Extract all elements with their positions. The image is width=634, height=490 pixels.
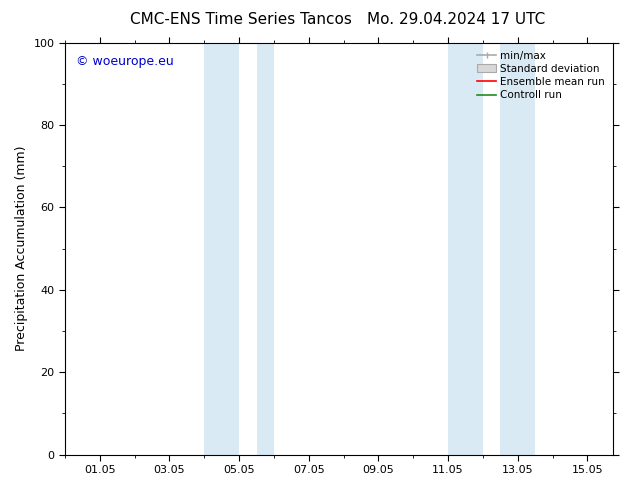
Text: Mo. 29.04.2024 17 UTC: Mo. 29.04.2024 17 UTC	[367, 12, 546, 27]
Text: © woeurope.eu: © woeurope.eu	[76, 55, 174, 68]
Y-axis label: Precipitation Accumulation (mm): Precipitation Accumulation (mm)	[15, 146, 28, 351]
Text: CMC-ENS Time Series Tancos: CMC-ENS Time Series Tancos	[130, 12, 352, 27]
Bar	[204, 43, 239, 455]
Bar	[500, 43, 535, 455]
Bar	[448, 43, 483, 455]
Bar	[257, 43, 274, 455]
Legend: min/max, Standard deviation, Ensemble mean run, Controll run: min/max, Standard deviation, Ensemble me…	[474, 48, 608, 103]
